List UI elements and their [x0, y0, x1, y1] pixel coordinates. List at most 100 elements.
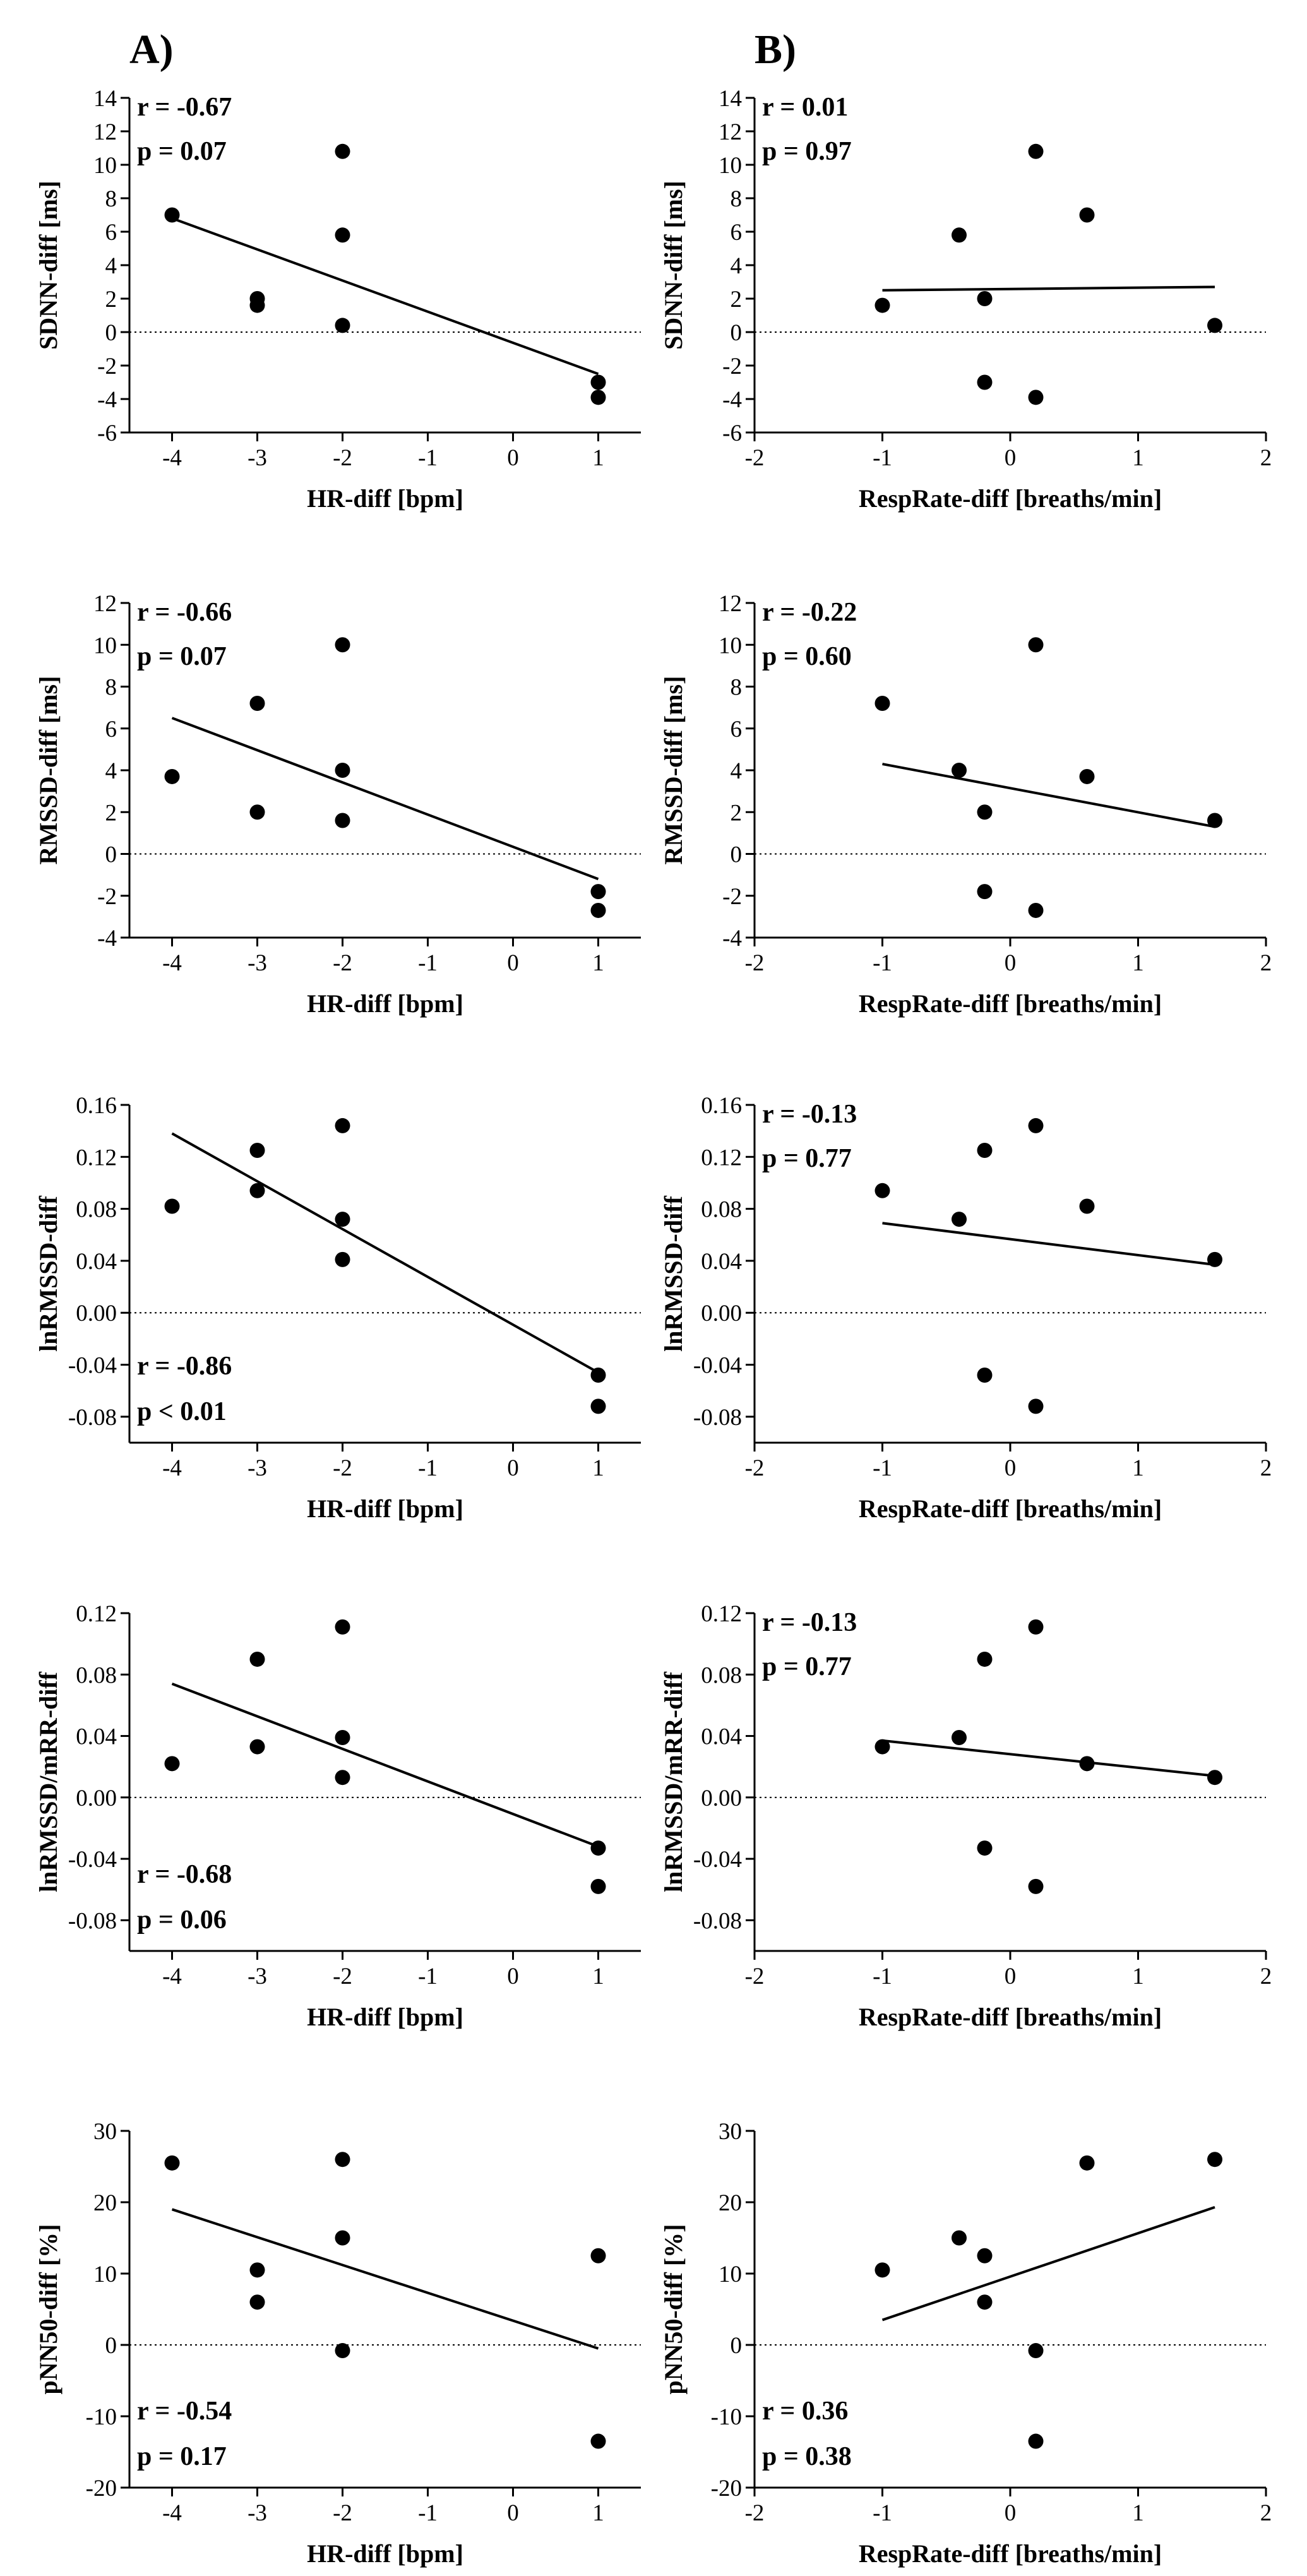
chart-8-data-point — [874, 1739, 890, 1755]
chart-1-x-tick-label: -2 — [333, 445, 352, 471]
chart-6-y-tick-label: 0.04 — [701, 1249, 742, 1275]
chart-6-p-value: p = 0.77 — [762, 1144, 852, 1173]
chart-6-y-axis-title: lnRMSSD-diff — [659, 1195, 688, 1351]
chart-5-data-point — [590, 1368, 606, 1383]
chart-9-data-point — [335, 2152, 350, 2168]
chart-6-data-point — [952, 1212, 967, 1227]
chart-6-data-point — [874, 1183, 890, 1198]
chart-4-data-point — [952, 763, 967, 778]
chart-5-data-point — [164, 1198, 180, 1214]
chart-8-data-point — [977, 1651, 993, 1667]
chart-5-data-point — [249, 1183, 265, 1198]
chart-6-x-tick-label: 1 — [1132, 1455, 1144, 1481]
chart-7-y-tick-label: -0.08 — [68, 1908, 117, 1934]
chart-8-y-tick-label: 0.12 — [701, 1601, 742, 1627]
chart-9-r-value: r = -0.54 — [137, 2397, 232, 2426]
chart-2-data-point — [977, 291, 993, 306]
chart-2-data-point — [1028, 390, 1044, 405]
chart-7-x-tick-label: -4 — [162, 1964, 182, 1989]
chart-5-y-tick-label: 0.08 — [76, 1197, 117, 1223]
chart-2-y-axis-title: SDNN-diff [ms] — [659, 181, 688, 350]
chart-1-y-tick-label: 6 — [105, 220, 117, 246]
chart-3-data-point — [249, 804, 265, 820]
chart-2-data-point — [1207, 318, 1222, 333]
chart-6-x-tick-label: -1 — [873, 1455, 892, 1481]
chart-8-x-tick-label: -1 — [873, 1964, 892, 1989]
chart-2-p-value: p = 0.97 — [762, 137, 852, 166]
chart-9-y-tick-label: 20 — [93, 2190, 117, 2216]
chart-2-y-tick-label: -6 — [722, 420, 742, 446]
chart-6-x-tick-label: 0 — [1005, 1455, 1017, 1481]
chart-2-x-axis-title: RespRate-diff [breaths/min] — [859, 484, 1162, 513]
chart-8-y-tick-label: -0.04 — [693, 1847, 742, 1873]
chart-2-y-tick-label: 6 — [731, 220, 743, 246]
chart-1-y-tick-label: 14 — [93, 86, 117, 112]
chart-6-y-tick-label: -0.04 — [693, 1353, 742, 1379]
chart-8: -0.08 -0.04 0.00 0.04 0.08 0.12 -2 -1 0 1 2 RespRat… — [659, 1601, 1272, 2031]
chart-6-y-tick-label: 0.16 — [701, 1093, 742, 1119]
chart-4-x-tick-label: -2 — [745, 950, 765, 976]
chart-3-y-axis-title: RMSSD-diff [ms] — [34, 676, 63, 865]
chart-5-data-point — [335, 1118, 350, 1133]
chart-10-y-tick-label: 30 — [719, 2119, 742, 2145]
chart-9-x-tick-label: 1 — [592, 2500, 604, 2526]
chart-8-data-point — [977, 1840, 993, 1856]
chart-10-data-point — [952, 2230, 967, 2246]
chart-7-data-point — [590, 1840, 606, 1856]
chart-3-x-tick-label: -4 — [162, 950, 182, 976]
chart-10-data-point — [977, 2248, 993, 2263]
chart-4-data-point — [977, 804, 993, 820]
chart-6-data-point — [977, 1368, 993, 1383]
chart-5-data-point — [249, 1143, 265, 1159]
chart-8-x-tick-label: 0 — [1005, 1964, 1017, 1989]
chart-6-regression-line — [882, 1222, 1215, 1267]
chart-3-y-tick-label: 10 — [93, 633, 117, 659]
chart-7-y-tick-label: 0.08 — [76, 1662, 117, 1688]
chart-1-data-point — [335, 318, 350, 333]
chart-4-y-tick-label: 10 — [719, 633, 742, 659]
chart-9-data-point — [249, 2262, 265, 2278]
chart-10-x-tick-label: 1 — [1132, 2500, 1144, 2526]
chart-2-y-tick-label: 2 — [731, 287, 743, 313]
chart-5-x-tick-label: 1 — [592, 1455, 604, 1481]
chart-7-x-tick-label: -3 — [248, 1964, 267, 1989]
chart-7-x-tick-label: 0 — [507, 1964, 519, 1989]
chart-5-y-tick-label: -0.08 — [68, 1405, 117, 1431]
chart-7-x-tick-label: -2 — [333, 1964, 352, 1989]
chart-10-x-tick-label: -2 — [745, 2500, 765, 2526]
chart-1-y-axis-title: SDNN-diff [ms] — [34, 181, 63, 350]
chart-7-data-point — [335, 1619, 350, 1635]
chart-5-p-value: p < 0.01 — [137, 1397, 227, 1426]
chart-9-data-point — [590, 2248, 606, 2263]
chart-1-y-tick-label: 0 — [105, 320, 117, 346]
chart-4-x-tick-label: 0 — [1005, 950, 1017, 976]
chart-1-y-tick-label: 8 — [105, 186, 117, 212]
chart-7-y-tick-label: 0.00 — [76, 1786, 117, 1811]
chart-1-y-tick-label: 4 — [105, 253, 117, 279]
chart-6-data-point — [1079, 1198, 1095, 1214]
chart-9-regression-line — [171, 2208, 599, 2350]
chart-6-data-point — [1028, 1118, 1044, 1133]
chart-10-data-point — [977, 2294, 993, 2310]
chart-8-y-tick-label: 0.08 — [701, 1662, 742, 1688]
chart-8-y-tick-label: 0.04 — [701, 1724, 742, 1750]
chart-5-data-point — [335, 1251, 350, 1267]
chart-9-data-point — [164, 2155, 180, 2171]
chart-3-x-axis-title: HR-diff [bpm] — [307, 989, 463, 1018]
chart-8-y-tick-label: -0.08 — [693, 1908, 742, 1934]
chart-6-x-axis-title: RespRate-diff [breaths/min] — [859, 1494, 1162, 1523]
chart-1-r-value: r = -0.67 — [137, 93, 232, 122]
chart-10-regression-line — [881, 2206, 1215, 2322]
chart-2-r-value: r = 0.01 — [762, 93, 848, 122]
chart-5-y-tick-label: 0.00 — [76, 1301, 117, 1327]
chart-7-regression-line — [171, 1682, 599, 1848]
chart-2-x-tick-label: -1 — [873, 445, 892, 471]
chart-3-data-point — [164, 768, 180, 784]
chart-4-x-axis-title: RespRate-diff [breaths/min] — [859, 989, 1162, 1018]
chart-10-y-tick-label: -10 — [711, 2404, 742, 2430]
chart-3-x-tick-label: -1 — [418, 950, 438, 976]
panel-label-b: B) — [755, 27, 796, 73]
chart-2-data-point — [952, 227, 967, 243]
